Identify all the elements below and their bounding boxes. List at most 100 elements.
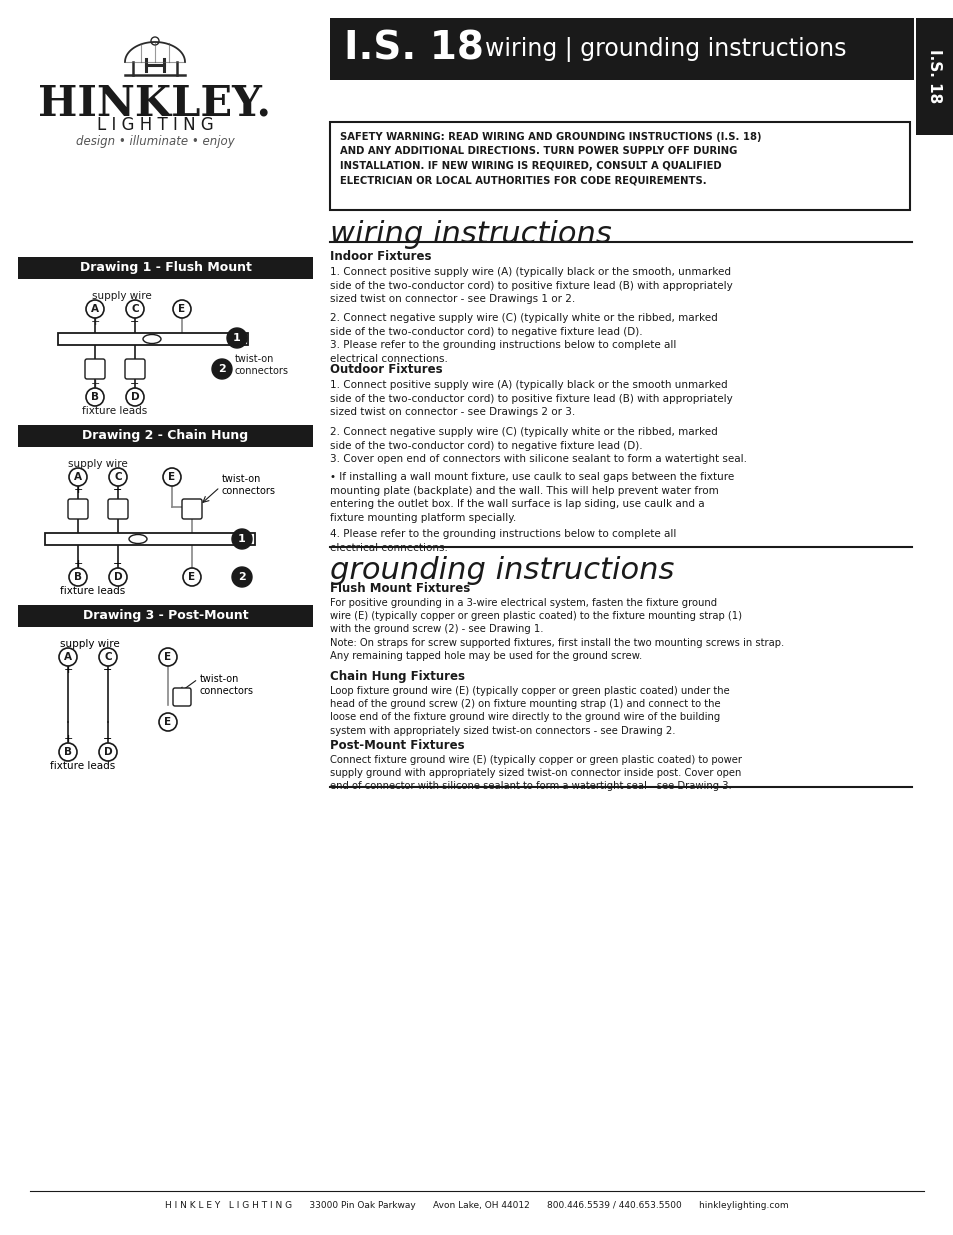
Text: Indoor Fixtures: Indoor Fixtures bbox=[330, 249, 431, 263]
Text: B: B bbox=[74, 572, 82, 582]
FancyBboxPatch shape bbox=[85, 359, 105, 379]
Text: Drawing 2 - Chain Hung: Drawing 2 - Chain Hung bbox=[82, 430, 249, 442]
Circle shape bbox=[99, 648, 117, 666]
Text: Drawing 1 - Flush Mount: Drawing 1 - Flush Mount bbox=[79, 262, 252, 274]
Text: supply wire: supply wire bbox=[60, 638, 120, 650]
Text: Loop fixture ground wire (E) (typically copper or green plastic coated) under th: Loop fixture ground wire (E) (typically … bbox=[330, 685, 729, 736]
Circle shape bbox=[227, 329, 247, 348]
Text: I.S. 18: I.S. 18 bbox=[926, 49, 942, 104]
Circle shape bbox=[159, 713, 177, 731]
Circle shape bbox=[86, 388, 104, 406]
Bar bbox=[45, 534, 254, 545]
Text: 3. Cover open end of connectors with silicone sealant to form a watertight seal.: 3. Cover open end of connectors with sil… bbox=[330, 454, 746, 464]
Text: −: − bbox=[131, 317, 139, 327]
Text: B: B bbox=[64, 747, 71, 757]
Text: C: C bbox=[104, 652, 112, 662]
Text: C: C bbox=[114, 472, 122, 482]
Text: grounding instructions: grounding instructions bbox=[330, 556, 674, 585]
Circle shape bbox=[232, 529, 252, 550]
Circle shape bbox=[126, 300, 144, 317]
Text: Drawing 3 - Post-Mount: Drawing 3 - Post-Mount bbox=[83, 610, 248, 622]
Text: HINKLEY.: HINKLEY. bbox=[38, 82, 272, 124]
FancyBboxPatch shape bbox=[108, 499, 128, 519]
Text: fixture leads: fixture leads bbox=[51, 761, 115, 771]
Circle shape bbox=[69, 468, 87, 487]
FancyBboxPatch shape bbox=[125, 359, 145, 379]
Text: 2: 2 bbox=[218, 364, 226, 374]
Text: I.S. 18: I.S. 18 bbox=[344, 30, 483, 68]
Text: E: E bbox=[164, 718, 172, 727]
Text: E: E bbox=[189, 572, 195, 582]
Circle shape bbox=[159, 648, 177, 666]
Text: E: E bbox=[169, 472, 175, 482]
Text: +: + bbox=[91, 317, 99, 327]
FancyBboxPatch shape bbox=[172, 688, 191, 706]
Bar bbox=[18, 605, 313, 627]
Ellipse shape bbox=[143, 335, 161, 343]
Text: fixture leads: fixture leads bbox=[82, 406, 148, 416]
Text: 3. Please refer to the grounding instructions below to complete all
electrical c: 3. Please refer to the grounding instruc… bbox=[330, 340, 676, 363]
Circle shape bbox=[232, 567, 252, 587]
Text: −: − bbox=[103, 734, 112, 743]
Circle shape bbox=[172, 300, 191, 317]
Text: supply wire: supply wire bbox=[68, 459, 128, 469]
Text: +: + bbox=[91, 379, 99, 389]
Text: Post-Mount Fixtures: Post-Mount Fixtures bbox=[330, 739, 464, 752]
Bar bbox=[915, 19, 953, 135]
Text: Flush Mount Fixtures: Flush Mount Fixtures bbox=[330, 582, 470, 595]
Bar bbox=[18, 425, 313, 447]
Text: 4. Please refer to the grounding instructions below to complete all
electrical c: 4. Please refer to the grounding instruc… bbox=[330, 529, 676, 552]
Text: D: D bbox=[113, 572, 122, 582]
Text: L I G H T I N G: L I G H T I N G bbox=[96, 116, 213, 135]
Text: −: − bbox=[131, 379, 139, 389]
Text: 2: 2 bbox=[238, 572, 246, 582]
Text: fixture leads: fixture leads bbox=[60, 585, 126, 597]
Text: Connect fixture ground wire (E) (typically copper or green plastic coated) to po: Connect fixture ground wire (E) (typical… bbox=[330, 755, 741, 792]
Text: 2. Connect negative supply wire (C) (typically white or the ribbed, marked
side : 2. Connect negative supply wire (C) (typ… bbox=[330, 427, 717, 451]
Text: twist-on
connectors: twist-on connectors bbox=[222, 474, 275, 496]
FancyBboxPatch shape bbox=[182, 499, 202, 519]
Text: 1. Connect positive supply wire (A) (typically black or the smooth, unmarked
sid: 1. Connect positive supply wire (A) (typ… bbox=[330, 267, 732, 304]
Text: 1: 1 bbox=[238, 534, 246, 543]
Circle shape bbox=[212, 359, 232, 379]
Text: E: E bbox=[164, 652, 172, 662]
Text: design • illuminate • enjoy: design • illuminate • enjoy bbox=[75, 136, 234, 148]
Text: A: A bbox=[91, 304, 99, 314]
Text: +: + bbox=[63, 664, 72, 676]
Bar bbox=[330, 122, 909, 210]
Text: +: + bbox=[63, 734, 72, 743]
Text: +: + bbox=[73, 559, 83, 569]
Text: 1. Connect positive supply wire (A) (typically black or the smooth unmarked
side: 1. Connect positive supply wire (A) (typ… bbox=[330, 380, 732, 417]
Text: 1: 1 bbox=[233, 333, 240, 343]
Circle shape bbox=[183, 568, 201, 585]
Text: D: D bbox=[131, 391, 139, 403]
Text: −: − bbox=[113, 559, 123, 569]
Circle shape bbox=[109, 568, 127, 585]
Text: For positive grounding in a 3-wire electrical system, fasten the fixture ground
: For positive grounding in a 3-wire elect… bbox=[330, 598, 783, 661]
Text: twist-on
connectors: twist-on connectors bbox=[234, 353, 289, 377]
FancyBboxPatch shape bbox=[68, 499, 88, 519]
Bar bbox=[58, 333, 248, 345]
Circle shape bbox=[151, 37, 159, 44]
Text: supply wire: supply wire bbox=[92, 291, 152, 301]
Text: • If installing a wall mount fixture, use caulk to seal gaps between the fixture: • If installing a wall mount fixture, us… bbox=[330, 472, 734, 522]
Text: wiring | grounding instructions: wiring | grounding instructions bbox=[484, 37, 845, 62]
Circle shape bbox=[69, 568, 87, 585]
Text: Chain Hung Fixtures: Chain Hung Fixtures bbox=[330, 671, 464, 683]
Text: A: A bbox=[64, 652, 71, 662]
Text: D: D bbox=[104, 747, 112, 757]
Circle shape bbox=[109, 468, 127, 487]
Circle shape bbox=[126, 388, 144, 406]
Circle shape bbox=[99, 743, 117, 761]
Text: Outdoor Fixtures: Outdoor Fixtures bbox=[330, 363, 442, 375]
Text: wiring instructions: wiring instructions bbox=[330, 220, 611, 249]
Text: −: − bbox=[113, 485, 123, 495]
Text: −: − bbox=[103, 664, 112, 676]
Text: twist-on
connectors: twist-on connectors bbox=[200, 674, 253, 697]
Circle shape bbox=[59, 648, 77, 666]
Bar bbox=[330, 19, 913, 80]
Ellipse shape bbox=[129, 535, 147, 543]
Bar bbox=[18, 257, 313, 279]
Text: 2. Connect negative supply wire (C) (typically white or the ribbed, marked
side : 2. Connect negative supply wire (C) (typ… bbox=[330, 312, 717, 337]
Text: H I N K L E Y   L I G H T I N G      33000 Pin Oak Parkway      Avon Lake, OH 44: H I N K L E Y L I G H T I N G 33000 Pin … bbox=[165, 1202, 788, 1210]
